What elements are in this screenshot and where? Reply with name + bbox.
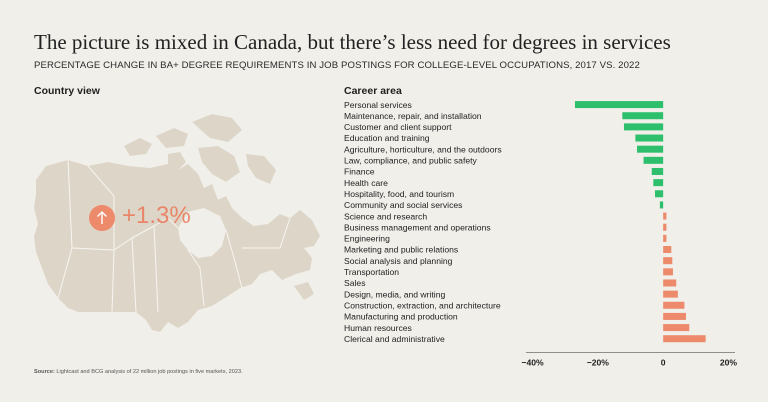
chart-title: The picture is mixed in Canada, but ther… [34,30,671,54]
category-label: Community and social services [344,200,462,210]
canada-map-shape [34,114,320,332]
category-label: Engineering [344,234,390,244]
x-tick-label: 20% [720,357,738,367]
category-label: Hospitality, food, and tourism [344,189,454,199]
bar [663,268,673,276]
bar [659,201,664,209]
category-label: Customer and client support [344,122,452,132]
bar [663,246,672,254]
career-area-heading: Career area [344,85,402,97]
x-tick-label: 0 [661,357,666,367]
source-label: Source: [34,369,55,375]
category-label: Health care [344,178,388,188]
category-label: Law, compliance, and public safety [344,156,478,166]
bar [651,167,664,175]
source-text: Lightcast and BCG analysis of 22 million… [54,369,243,375]
bar [663,290,678,298]
category-label: Design, media, and writing [344,289,445,299]
bar [574,101,664,109]
x-tick-label: −40% [521,357,544,367]
bar [663,279,677,287]
category-label: Science and research [344,211,427,221]
bar [663,257,673,265]
bar [635,134,664,142]
career-area-chart: Personal services Maintenance, repair, an… [340,95,750,370]
bar [643,156,664,164]
bar [623,123,664,131]
bar [663,301,685,309]
category-label: Marketing and public relations [344,245,458,255]
source-note: Source: Lightcast and BCG analysis of 22… [34,369,243,375]
bar [663,234,667,242]
category-label: Agriculture, horticulture, and the outdo… [344,144,502,154]
category-label: Social analysis and planning [344,256,453,266]
category-label: Finance [344,167,375,177]
category-label: Business management and operations [344,222,491,232]
category-label: Education and training [344,133,430,143]
category-label: Construction, extraction, and architectu… [344,300,501,310]
category-label: Transportation [344,267,399,277]
country-view-heading: Country view [34,85,100,97]
bar [637,145,664,153]
category-label: Human resources [344,323,412,333]
category-label: Manufacturing and production [344,312,458,322]
canada-map [28,108,328,348]
bar [622,112,664,120]
bar [663,335,706,343]
up-arrow-icon [97,211,107,224]
chart-subtitle: PERCENTAGE CHANGE IN BA+ DEGREE REQUIREM… [34,60,640,71]
bar [663,212,667,220]
category-label: Sales [344,278,366,288]
bar [663,324,690,332]
bar [663,312,687,320]
bar [654,190,664,198]
x-tick-label: −20% [587,357,610,367]
bar [653,179,664,187]
category-label: Personal services [344,100,412,110]
category-label: Clerical and administrative [344,334,445,344]
category-label: Maintenance, repair, and installation [344,111,482,121]
increase-badge [89,205,115,231]
bar [663,223,667,231]
country-change-value: +1.3% [122,202,191,229]
